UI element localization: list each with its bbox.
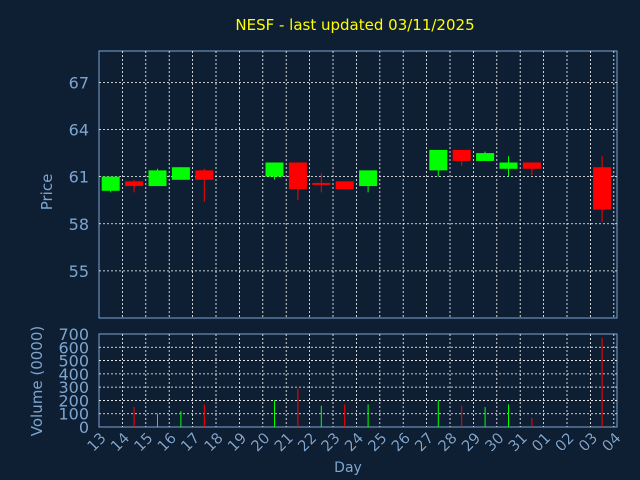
candle-20 bbox=[265, 162, 284, 180]
svg-text:29: 29 bbox=[458, 429, 484, 455]
x-tick-label: 21 bbox=[270, 429, 297, 456]
volume-tick-label: 0 bbox=[79, 418, 89, 437]
price-tick-label: 58 bbox=[69, 215, 89, 234]
x-tick-label: 17 bbox=[177, 429, 204, 456]
candle-body bbox=[312, 182, 331, 185]
price-tick-label: 67 bbox=[69, 73, 89, 92]
candle-27 bbox=[429, 149, 448, 177]
x-tick-label: 16 bbox=[153, 429, 180, 456]
x-tick-label: 15 bbox=[130, 429, 157, 456]
candle-22 bbox=[312, 173, 331, 193]
svg-text:19: 19 bbox=[224, 429, 250, 455]
svg-text:21: 21 bbox=[271, 429, 297, 455]
candle-15 bbox=[148, 168, 167, 187]
volume-frame bbox=[98, 333, 618, 428]
x-tick-label: 26 bbox=[387, 429, 414, 456]
candle-body bbox=[593, 167, 612, 210]
price-tick-label: 61 bbox=[69, 168, 89, 187]
svg-text:03: 03 bbox=[575, 429, 601, 455]
chart-title: NESF - last updated 03/11/2025 bbox=[235, 16, 474, 34]
price-tick-label: 64 bbox=[69, 121, 89, 140]
volume-tick-label: 200 bbox=[58, 391, 89, 410]
price-tick-label: 55 bbox=[69, 262, 89, 281]
candle-body bbox=[359, 170, 378, 187]
volume-tick-label: 600 bbox=[58, 338, 89, 357]
candle-body bbox=[171, 167, 190, 180]
candle-body bbox=[452, 149, 471, 161]
svg-text:23: 23 bbox=[318, 429, 344, 455]
x-tick-label: 24 bbox=[341, 429, 368, 456]
svg-text:17: 17 bbox=[177, 429, 203, 455]
x-tick-label: 27 bbox=[411, 429, 438, 456]
candle-body bbox=[476, 153, 495, 161]
candle-21 bbox=[288, 162, 307, 201]
x-tick-label: 02 bbox=[551, 429, 578, 456]
price-panel: 55 58 61 64 67 bbox=[69, 50, 618, 319]
candle-03 bbox=[593, 156, 612, 223]
candle-body bbox=[522, 162, 541, 169]
candle-23 bbox=[335, 181, 354, 190]
candle-body bbox=[288, 162, 307, 190]
svg-text:26: 26 bbox=[388, 429, 414, 455]
svg-text:01: 01 bbox=[528, 429, 554, 455]
candle-body bbox=[499, 162, 518, 169]
candle-body bbox=[148, 170, 167, 187]
candle-29 bbox=[476, 151, 495, 161]
svg-text:24: 24 bbox=[341, 429, 367, 455]
svg-text:22: 22 bbox=[294, 429, 320, 455]
x-tick-label: 18 bbox=[200, 429, 227, 456]
volume-tick-label: 500 bbox=[58, 352, 89, 371]
x-tick-label: 30 bbox=[481, 429, 508, 456]
candle-body bbox=[195, 170, 214, 180]
x-tick-label: 01 bbox=[528, 429, 555, 456]
volume-tick-label: 700 bbox=[58, 325, 89, 344]
svg-text:04: 04 bbox=[598, 429, 624, 455]
candle-body bbox=[101, 176, 120, 191]
candle-31 bbox=[522, 162, 541, 176]
price-axis-label: Price bbox=[38, 174, 56, 211]
x-tick-label: 31 bbox=[504, 429, 531, 456]
svg-text:18: 18 bbox=[201, 429, 227, 455]
svg-text:28: 28 bbox=[435, 429, 461, 455]
x-tick-label: 20 bbox=[247, 429, 274, 456]
volume-tick-label: 300 bbox=[58, 378, 89, 397]
candle-14 bbox=[125, 179, 144, 193]
candle-body bbox=[265, 162, 284, 177]
x-axis: 1314151617181920212223242526272829303101… bbox=[83, 429, 625, 456]
svg-text:15: 15 bbox=[130, 429, 156, 455]
x-tick-label: 03 bbox=[575, 429, 602, 456]
svg-text:20: 20 bbox=[247, 429, 273, 455]
x-tick-label: 25 bbox=[364, 429, 391, 456]
x-tick-label: 23 bbox=[317, 429, 344, 456]
candle-16 bbox=[171, 167, 190, 180]
x-tick-label: 14 bbox=[107, 429, 134, 456]
x-axis-label: Day bbox=[334, 460, 362, 476]
svg-text:31: 31 bbox=[505, 429, 531, 455]
svg-text:27: 27 bbox=[411, 429, 437, 455]
candle-30 bbox=[499, 156, 518, 177]
candle-13 bbox=[101, 176, 120, 193]
svg-text:30: 30 bbox=[481, 429, 507, 455]
price-frame bbox=[98, 50, 618, 319]
x-tick-label: 22 bbox=[294, 429, 321, 456]
candle-body bbox=[335, 181, 354, 190]
x-tick-label: 28 bbox=[434, 429, 461, 456]
svg-text:16: 16 bbox=[154, 429, 180, 455]
candle-body bbox=[429, 149, 448, 171]
svg-text:14: 14 bbox=[107, 429, 133, 455]
candle-28 bbox=[452, 149, 471, 166]
candle-body bbox=[125, 181, 144, 187]
x-tick-label: 04 bbox=[598, 429, 625, 456]
x-tick-label: 29 bbox=[458, 429, 485, 456]
svg-text:02: 02 bbox=[552, 429, 578, 455]
volume-tick-label: 400 bbox=[58, 365, 89, 384]
volume-tick-label: 100 bbox=[58, 405, 89, 424]
svg-text:25: 25 bbox=[364, 429, 390, 455]
candle-24 bbox=[359, 170, 378, 193]
volume-axis-label: Volume (0000) bbox=[28, 326, 46, 436]
candle-17 bbox=[195, 168, 214, 202]
x-tick-label: 19 bbox=[224, 429, 251, 456]
